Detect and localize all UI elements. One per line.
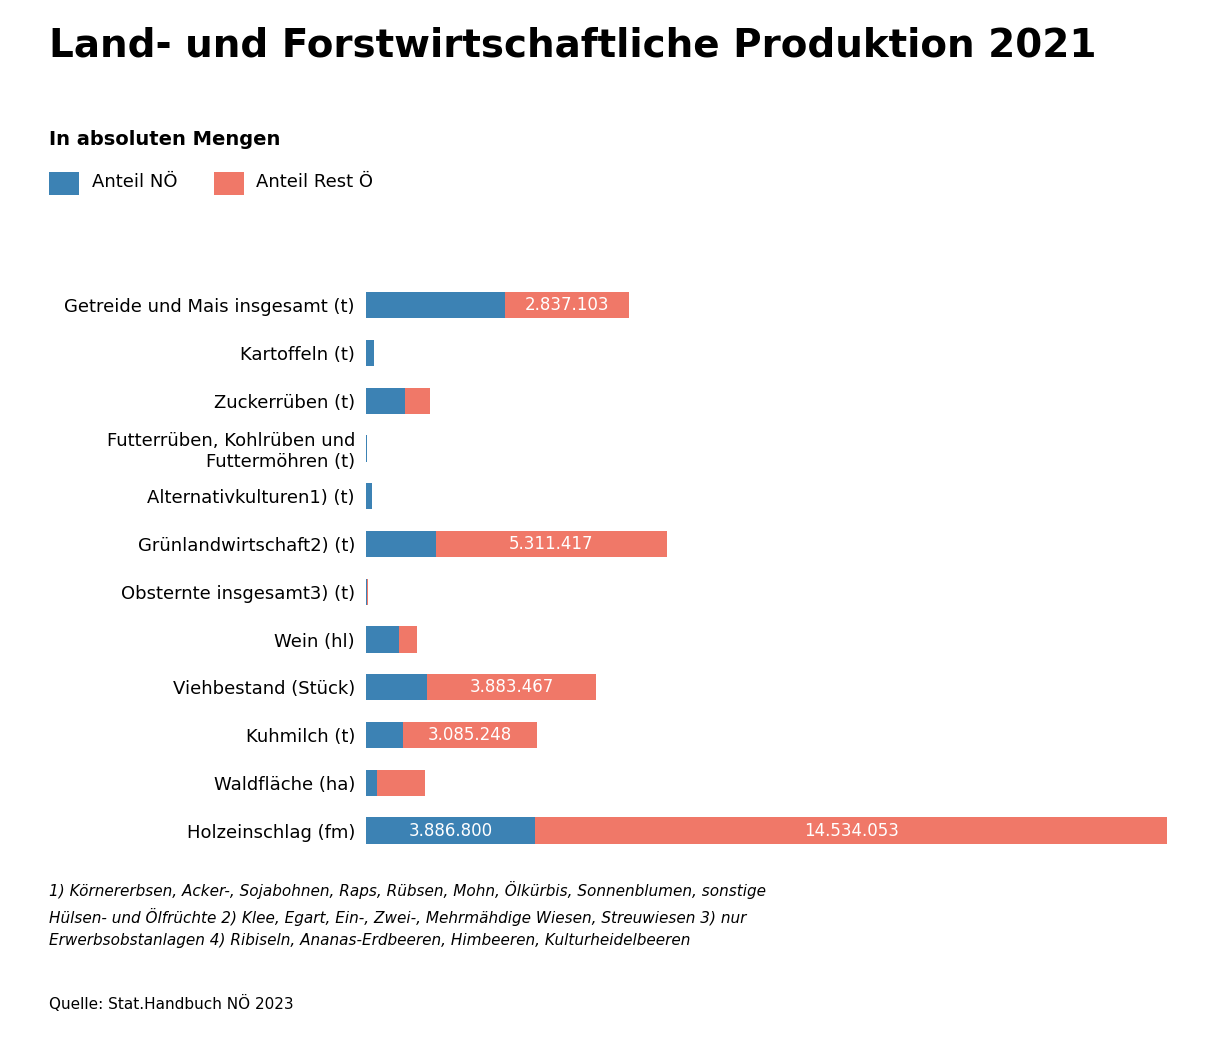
- Bar: [366, 770, 377, 796]
- Text: Quelle: Stat.Handbuch NÖ 2023: Quelle: Stat.Handbuch NÖ 2023: [49, 995, 294, 1012]
- Bar: [436, 530, 666, 557]
- Bar: [366, 578, 367, 605]
- Text: In absoluten Mengen: In absoluten Mengen: [49, 130, 281, 149]
- Text: 5.311.417: 5.311.417: [509, 535, 593, 553]
- Text: 3.886.800: 3.886.800: [409, 821, 493, 840]
- Text: Anteil Rest Ö: Anteil Rest Ö: [256, 173, 373, 192]
- Bar: [427, 674, 595, 700]
- Bar: [399, 626, 417, 652]
- Bar: [536, 817, 1168, 844]
- Bar: [366, 626, 399, 652]
- Text: Anteil NÖ: Anteil NÖ: [92, 173, 177, 192]
- Text: Land- und Forstwirtschaftliche Produktion 2021: Land- und Forstwirtschaftliche Produktio…: [49, 26, 1097, 64]
- Bar: [366, 817, 536, 844]
- Text: 3.085.248: 3.085.248: [428, 726, 512, 744]
- Bar: [366, 674, 427, 700]
- Bar: [366, 530, 436, 557]
- Bar: [366, 483, 372, 510]
- Text: 3.883.467: 3.883.467: [470, 678, 554, 696]
- Bar: [377, 770, 425, 796]
- Bar: [405, 388, 431, 414]
- Bar: [366, 388, 405, 414]
- Text: 14.534.053: 14.534.053: [804, 821, 899, 840]
- Text: 2.837.103: 2.837.103: [525, 296, 609, 315]
- Bar: [366, 292, 505, 319]
- Bar: [366, 722, 403, 748]
- Bar: [366, 340, 373, 366]
- Bar: [403, 722, 537, 748]
- Text: 1) Körnererbsen, Acker-, Sojabohnen, Raps, Rübsen, Mohn, Ölkürbis, Sonnenblumen,: 1) Körnererbsen, Acker-, Sojabohnen, Rap…: [49, 880, 766, 948]
- Bar: [505, 292, 628, 319]
